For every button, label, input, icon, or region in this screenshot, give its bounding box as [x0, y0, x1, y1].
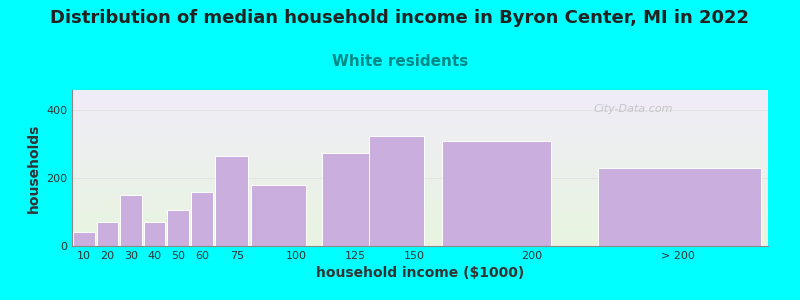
Bar	[215, 156, 247, 246]
Bar	[251, 185, 306, 246]
Bar	[120, 195, 142, 246]
Text: White residents: White residents	[332, 54, 468, 69]
Bar	[97, 222, 118, 246]
Bar	[322, 153, 376, 246]
Bar	[598, 168, 761, 246]
Bar	[370, 136, 423, 246]
Bar	[73, 232, 94, 246]
X-axis label: household income ($1000): household income ($1000)	[316, 266, 524, 280]
Text: City-Data.com: City-Data.com	[594, 104, 674, 114]
Bar	[442, 141, 551, 246]
Y-axis label: households: households	[26, 123, 41, 213]
Bar	[144, 222, 166, 246]
Bar	[191, 192, 213, 246]
Text: Distribution of median household income in Byron Center, MI in 2022: Distribution of median household income …	[50, 9, 750, 27]
Bar	[167, 210, 189, 246]
